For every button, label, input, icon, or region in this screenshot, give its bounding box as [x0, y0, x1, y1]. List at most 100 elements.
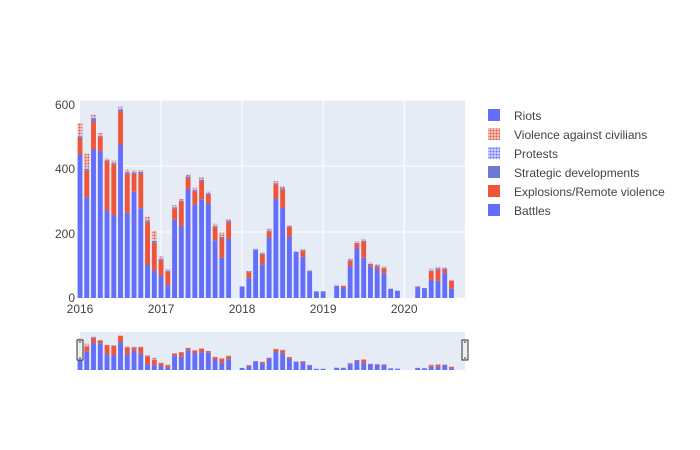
bar-explosions-remote-violence-2019-09[interactable] — [374, 266, 380, 269]
bar-violence-against-civilians-2017-06[interactable] — [192, 187, 198, 190]
bar-explosions-remote-violence-2017-06[interactable] — [192, 191, 198, 205]
bar-strategic-developments-2020-06[interactable] — [435, 268, 441, 270]
bar-battles-2018-10[interactable] — [300, 256, 306, 298]
bar-protests-2019-08[interactable] — [368, 263, 373, 265]
bar-protests-2019-06[interactable] — [354, 242, 360, 243]
bar-strategic-developments-2016-12[interactable] — [151, 240, 157, 243]
bar-explosions-remote-violence-2018-05[interactable] — [266, 231, 272, 238]
bar-explosions-remote-violence-2018-04[interactable] — [259, 254, 265, 265]
bar-protests-2017-03[interactable] — [172, 206, 177, 208]
bar-violence-against-civilians-2019-07[interactable] — [361, 238, 367, 240]
bar-explosions-remote-violence-2017-05[interactable] — [185, 177, 191, 190]
bar-violence-against-civilians-2016-07[interactable] — [118, 106, 123, 109]
range-slider-right-handle[interactable] — [461, 339, 469, 361]
bar-explosions-remote-violence-2016-10[interactable] — [138, 173, 144, 209]
bar-battles-2020-04[interactable] — [422, 288, 427, 298]
bar-protests-2018-04[interactable] — [259, 253, 265, 254]
bar-battles-2020-06[interactable] — [435, 280, 441, 298]
bar-explosions-remote-violence-2016-07[interactable] — [118, 111, 123, 145]
bar-violence-against-civilians-2016-11[interactable] — [145, 216, 150, 221]
bar-violence-against-civilians-2016-09[interactable] — [131, 170, 137, 172]
bar-explosions-remote-violence-2016-03[interactable] — [91, 121, 96, 150]
bar-strategic-developments-2017-11[interactable] — [226, 221, 232, 223]
bar-strategic-developments-2016-08[interactable] — [124, 172, 130, 174]
bar-battles-2019-12[interactable] — [395, 290, 400, 298]
bar-battles-2020-07[interactable] — [442, 273, 448, 298]
bar-battles-2018-01[interactable] — [239, 286, 245, 298]
bar-protests-2020-06[interactable] — [435, 267, 441, 269]
bar-battles-2016-10[interactable] — [138, 208, 144, 298]
bar-strategic-developments-2016-05[interactable] — [104, 160, 110, 162]
bar-protests-2018-03[interactable] — [253, 248, 259, 250]
bar-protests-2017-01[interactable] — [158, 258, 164, 260]
bar-battles-2018-06[interactable] — [273, 199, 279, 298]
bar-battles-2019-04[interactable] — [340, 287, 346, 298]
bar-strategic-developments-2018-03[interactable] — [253, 249, 259, 251]
bar-protests-2018-02[interactable] — [246, 270, 252, 272]
main-bars[interactable] — [77, 106, 454, 299]
bar-explosions-remote-violence-2020-08[interactable] — [449, 280, 454, 289]
bar-explosions-remote-violence-2017-03[interactable] — [172, 208, 177, 220]
bar-violence-against-civilians-2016-03[interactable] — [91, 114, 96, 117]
bar-battles-2017-11[interactable] — [226, 238, 232, 298]
bar-violence-against-civilians-2016-12[interactable] — [151, 231, 157, 240]
bar-battles-2018-12[interactable] — [313, 291, 319, 298]
bar-strategic-developments-2017-06[interactable] — [192, 190, 198, 192]
bar-protests-2016-06[interactable] — [111, 162, 117, 164]
bar-protests-2016-03[interactable] — [91, 116, 96, 119]
bar-strategic-developments-2019-06[interactable] — [354, 242, 360, 244]
bar-violence-against-civilians-2019-10[interactable] — [381, 266, 387, 267]
bar-protests-2018-06[interactable] — [273, 182, 279, 184]
bar-protests-2016-02[interactable] — [84, 166, 90, 169]
bar-battles-2016-12[interactable] — [151, 270, 157, 298]
bar-strategic-developments-2019-08[interactable] — [368, 264, 373, 265]
bar-violence-against-civilians-2017-04[interactable] — [178, 199, 184, 200]
bar-protests-2016-11[interactable] — [145, 220, 150, 222]
bar-strategic-developments-2019-03[interactable] — [334, 285, 340, 287]
bar-strategic-developments-2017-10[interactable] — [219, 236, 225, 238]
bar-strategic-developments-2016-02[interactable] — [84, 168, 90, 171]
bar-explosions-remote-violence-2019-07[interactable] — [361, 241, 367, 258]
range-slider[interactable] — [76, 332, 469, 370]
bar-explosions-remote-violence-2016-09[interactable] — [131, 173, 137, 192]
bar-battles-2020-05[interactable] — [428, 279, 434, 298]
bar-violence-against-civilians-2018-04[interactable] — [259, 252, 265, 254]
bar-protests-2019-05[interactable] — [347, 259, 353, 261]
bar-battles-2016-03[interactable] — [91, 149, 96, 299]
bar-strategic-developments-2018-02[interactable] — [246, 271, 252, 273]
bar-violence-against-civilians-2017-03[interactable] — [172, 205, 177, 207]
legend-item-protests[interactable]: Protests — [488, 147, 558, 161]
bar-explosions-remote-violence-2018-06[interactable] — [273, 184, 279, 199]
bar-violence-against-civilians-2019-06[interactable] — [354, 241, 360, 243]
bar-protests-2018-09[interactable] — [293, 251, 299, 252]
bar-violence-against-civilians-2018-08[interactable] — [286, 225, 292, 226]
bar-violence-against-civilians-2017-08[interactable] — [205, 191, 211, 193]
bar-violence-against-civilians-2019-09[interactable] — [374, 264, 380, 265]
bar-violence-against-civilians-2020-07[interactable] — [442, 267, 448, 269]
bar-battles-2019-10[interactable] — [381, 273, 387, 298]
bar-protests-2018-11[interactable] — [307, 270, 313, 271]
bar-strategic-developments-2017-02[interactable] — [165, 270, 171, 272]
bar-violence-against-civilians-2016-04[interactable] — [97, 133, 103, 135]
bar-explosions-remote-violence-2016-01[interactable] — [77, 137, 83, 155]
bar-protests-2019-07[interactable] — [361, 239, 367, 241]
bar-protests-2019-03[interactable] — [334, 285, 340, 286]
bar-strategic-developments-2016-03[interactable] — [91, 118, 96, 122]
bar-violence-against-civilians-2019-05[interactable] — [347, 258, 353, 260]
bar-strategic-developments-2018-07[interactable] — [280, 188, 286, 190]
bar-battles-2016-11[interactable] — [145, 265, 150, 298]
bar-battles-2017-03[interactable] — [172, 219, 177, 298]
bar-protests-2017-11[interactable] — [226, 220, 232, 222]
legend-item-violence-against-civilians[interactable]: Violence against civilians — [488, 128, 647, 142]
bar-violence-against-civilians-2017-05[interactable] — [185, 174, 191, 176]
bar-explosions-remote-violence-2018-08[interactable] — [286, 227, 292, 237]
bar-explosions-remote-violence-2020-07[interactable] — [442, 269, 448, 274]
bar-explosions-remote-violence-2017-11[interactable] — [226, 222, 232, 239]
bar-strategic-developments-2016-04[interactable] — [97, 135, 103, 137]
bar-battles-2017-02[interactable] — [165, 285, 171, 298]
bar-explosions-remote-violence-2020-06[interactable] — [435, 269, 441, 281]
bar-battles-2020-03[interactable] — [415, 287, 421, 298]
bar-protests-2017-07[interactable] — [199, 178, 205, 180]
bar-violence-against-civilians-2018-06[interactable] — [273, 181, 279, 183]
bar-explosions-remote-violence-2019-04[interactable] — [340, 285, 346, 288]
